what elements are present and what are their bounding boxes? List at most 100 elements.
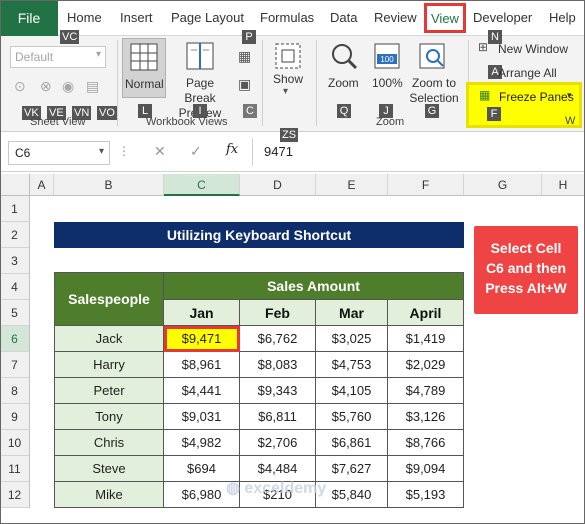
- column-header-f[interactable]: F: [388, 174, 464, 196]
- selected-cell-c6[interactable]: $9,471: [164, 326, 240, 352]
- sales-value-cell[interactable]: $4,789: [388, 378, 464, 404]
- salesperson-name-cell[interactable]: Peter: [54, 378, 164, 404]
- row-header-1[interactable]: 1: [0, 196, 30, 222]
- row-header-12[interactable]: 12: [0, 482, 30, 508]
- salesperson-name-cell[interactable]: Steve: [54, 456, 164, 482]
- tab-developer[interactable]: Developer: [473, 10, 533, 25]
- sales-amount-header[interactable]: Sales Amount: [164, 272, 464, 300]
- month-header-jan[interactable]: Jan: [164, 300, 240, 326]
- formula-input[interactable]: 9471: [264, 144, 293, 159]
- month-header-feb[interactable]: Feb: [240, 300, 316, 326]
- freeze-panes-button[interactable]: ▦ Freeze Panes ▾ F W: [466, 82, 582, 128]
- salesperson-name-cell[interactable]: Chris: [54, 430, 164, 456]
- column-header-a[interactable]: A: [30, 174, 54, 196]
- sales-value-cell[interactable]: $9,343: [240, 378, 316, 404]
- row-header-4[interactable]: 4: [0, 274, 30, 300]
- insert-function-icon[interactable]: fx: [226, 142, 239, 157]
- tab-data[interactable]: Data: [330, 10, 358, 25]
- salesperson-name-cell[interactable]: Jack: [54, 326, 164, 352]
- row-header-2[interactable]: 2: [0, 222, 30, 248]
- svg-text:100: 100: [380, 55, 394, 64]
- row-header-10[interactable]: 10: [0, 430, 30, 456]
- more-options-icon: ⋮: [118, 144, 130, 158]
- tab-insert[interactable]: Insert: [120, 10, 153, 25]
- ribbon-tab-bar: File Home Insert Page Layout Formulas Da…: [0, 0, 585, 36]
- custom-views-icon[interactable]: ▣: [238, 76, 252, 92]
- cancel-icon[interactable]: ✕: [154, 143, 166, 159]
- zoom-100-button[interactable]: 100%: [372, 76, 403, 90]
- sheet-view-dropdown[interactable]: Default ▾: [10, 46, 106, 68]
- keytip-q: Q: [337, 104, 351, 118]
- sales-value-cell[interactable]: $8,083: [240, 352, 316, 378]
- zoom-to-selection-icon: [419, 43, 445, 69]
- confirm-icon[interactable]: ✓: [190, 143, 202, 159]
- sales-value-cell[interactable]: $4,982: [164, 430, 240, 456]
- sales-value-cell[interactable]: $4,105: [316, 378, 388, 404]
- sales-value-cell[interactable]: $6,861: [316, 430, 388, 456]
- column-header-b[interactable]: B: [54, 174, 164, 196]
- show-button[interactable]: Show: [273, 72, 304, 86]
- salesperson-name-cell[interactable]: Mike: [54, 482, 164, 508]
- sales-value-cell[interactable]: $694: [164, 456, 240, 482]
- row-header-8[interactable]: 8: [0, 378, 30, 404]
- column-header-c[interactable]: C: [164, 174, 240, 196]
- sales-value-cell[interactable]: $5,760: [316, 404, 388, 430]
- chevron-down-icon: ▾: [95, 49, 101, 60]
- column-header-e[interactable]: E: [316, 174, 388, 196]
- month-header-mar[interactable]: Mar: [316, 300, 388, 326]
- normal-view-button[interactable]: Normal: [122, 38, 166, 98]
- sales-value-cell[interactable]: $210: [240, 482, 316, 508]
- sales-value-cell[interactable]: $6,980: [164, 482, 240, 508]
- column-header-d[interactable]: D: [240, 174, 316, 196]
- zoom-to-selection-button[interactable]: Zoom to Selection: [409, 76, 459, 105]
- arrange-all-button[interactable]: Arrange All: [498, 66, 557, 80]
- row-header-6[interactable]: 6: [0, 326, 30, 352]
- sales-value-cell[interactable]: $3,126: [388, 404, 464, 430]
- sales-value-cell[interactable]: $5,193: [388, 482, 464, 508]
- sales-value-cell[interactable]: $8,961: [164, 352, 240, 378]
- sales-value-cell[interactable]: $5,840: [316, 482, 388, 508]
- sales-value-cell[interactable]: $9,094: [388, 456, 464, 482]
- group-separator: [262, 40, 263, 126]
- salesperson-name-cell[interactable]: Harry: [54, 352, 164, 378]
- sales-value-cell[interactable]: $2,706: [240, 430, 316, 456]
- tab-formulas[interactable]: Formulas: [260, 10, 315, 25]
- sales-value-cell[interactable]: $6,762: [240, 326, 316, 352]
- tab-review[interactable]: Review: [374, 10, 417, 25]
- row-header-11[interactable]: 11: [0, 456, 30, 482]
- salespeople-header[interactable]: Salespeople: [54, 272, 164, 326]
- column-header-g[interactable]: G: [464, 174, 542, 196]
- group-separator: [316, 40, 317, 126]
- salesperson-name-cell[interactable]: Tony: [54, 404, 164, 430]
- name-box[interactable]: C6 ▾: [8, 141, 110, 165]
- tab-file[interactable]: File: [0, 0, 58, 36]
- sales-value-cell[interactable]: $9,031: [164, 404, 240, 430]
- row-header-9[interactable]: 9: [0, 404, 30, 430]
- keytip-n: N: [488, 30, 502, 44]
- sales-value-cell[interactable]: $7,627: [316, 456, 388, 482]
- row-header-5[interactable]: 5: [0, 300, 30, 326]
- sales-value-cell[interactable]: $3,025: [316, 326, 388, 352]
- tab-view[interactable]: View: [424, 3, 466, 33]
- row-header-3[interactable]: 3: [0, 248, 30, 274]
- column-header-h[interactable]: H: [542, 174, 585, 196]
- sales-value-cell[interactable]: $4,484: [240, 456, 316, 482]
- tab-home[interactable]: Home: [67, 10, 102, 25]
- page-layout-icon[interactable]: ▦: [238, 48, 252, 64]
- sales-value-cell[interactable]: $2,029: [388, 352, 464, 378]
- keytip-g: G: [425, 104, 439, 118]
- select-all-corner[interactable]: [0, 174, 30, 196]
- tab-page-layout[interactable]: Page Layout: [171, 10, 245, 25]
- sales-value-cell[interactable]: $4,753: [316, 352, 388, 378]
- zoom-button[interactable]: Zoom: [328, 76, 359, 90]
- sales-value-cell[interactable]: $1,419: [388, 326, 464, 352]
- month-header-april[interactable]: April: [388, 300, 464, 326]
- tab-help[interactable]: Help: [549, 10, 576, 25]
- sales-value-cell[interactable]: $6,811: [240, 404, 316, 430]
- normal-view-icon: [130, 43, 158, 71]
- row-header-7[interactable]: 7: [0, 352, 30, 378]
- sales-value-cell[interactable]: $4,441: [164, 378, 240, 404]
- new-window-button[interactable]: New Window: [498, 42, 569, 56]
- sales-value-cell[interactable]: $8,766: [388, 430, 464, 456]
- keep-view-icon: ⊙: [14, 78, 26, 94]
